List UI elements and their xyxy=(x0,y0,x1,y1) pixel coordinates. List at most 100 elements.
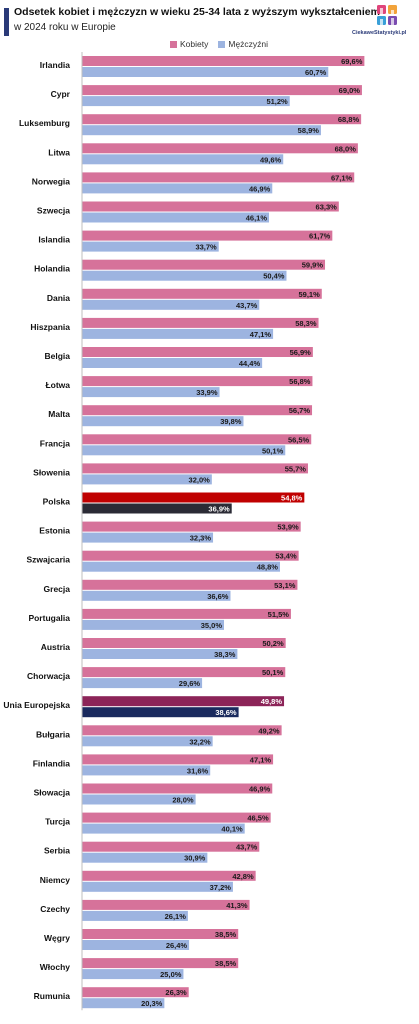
value-label-women: 54,8% xyxy=(281,494,303,503)
category-label: Portugalia xyxy=(28,613,70,623)
value-label-men: 25,0% xyxy=(160,970,182,979)
bar-men xyxy=(82,852,208,863)
value-label-men: 28,0% xyxy=(172,796,194,805)
bar-men xyxy=(82,736,213,747)
value-label-men: 30,9% xyxy=(184,854,206,863)
value-label-men: 47,1% xyxy=(250,330,272,339)
value-label-men: 46,9% xyxy=(249,184,271,193)
bar-women xyxy=(82,899,250,910)
value-label-women: 49,2% xyxy=(258,726,280,735)
title-accent-bar xyxy=(4,8,9,36)
bar-women xyxy=(82,56,365,66)
bar-men xyxy=(82,503,232,514)
value-label-men: 48,8% xyxy=(257,563,279,572)
bar-men xyxy=(82,445,286,456)
chart-title: Odsetek kobiet i mężczyzn w wieku 25-34 … xyxy=(14,6,380,18)
category-label: Szwecja xyxy=(37,206,70,216)
value-label-men: 26,1% xyxy=(165,912,187,921)
bar-women xyxy=(82,929,239,939)
value-label-men: 26,4% xyxy=(166,941,188,950)
value-label-men: 33,9% xyxy=(196,388,218,397)
value-label-men: 29,6% xyxy=(179,679,201,688)
value-label-men: 31,6% xyxy=(187,766,209,775)
bar-men xyxy=(82,678,203,689)
legend-item-women: Kobiety xyxy=(170,39,208,49)
bar-men xyxy=(82,969,184,980)
category-label: Estonia xyxy=(39,526,70,536)
category-label: Szwajcaria xyxy=(27,555,71,565)
legend-item-men: Mężczyźni xyxy=(218,39,268,49)
value-label-women: 47,1% xyxy=(250,755,272,764)
category-label: Turcja xyxy=(45,817,70,827)
bar-women xyxy=(82,143,358,154)
bar-men xyxy=(82,590,231,601)
bar-women xyxy=(82,259,326,270)
category-label: Luksemburg xyxy=(19,118,70,128)
bar-men xyxy=(82,823,245,834)
bar-women xyxy=(82,754,274,765)
value-label-women: 56,5% xyxy=(288,435,310,444)
value-label-women: 61,7% xyxy=(309,232,331,241)
value-label-women: 38,5% xyxy=(215,930,237,939)
category-label: Holandia xyxy=(34,264,70,274)
bar-women xyxy=(82,783,273,794)
site-logo-text: CiekaweStatystyki.pl xyxy=(352,30,407,36)
value-label-women: 26,3% xyxy=(165,988,187,997)
category-label: Belgia xyxy=(44,351,70,361)
chart-subtitle: w 2024 roku w Europie xyxy=(14,22,116,33)
value-label-men: 20,3% xyxy=(141,999,163,1008)
value-label-men: 38,6% xyxy=(215,708,237,717)
value-label-women: 56,7% xyxy=(289,406,311,415)
bar-women xyxy=(82,172,355,183)
value-label-women: 46,5% xyxy=(247,814,269,823)
bar-women xyxy=(82,667,286,678)
value-label-women: 49,8% xyxy=(261,697,283,706)
bar-women xyxy=(82,405,313,416)
bar-men xyxy=(82,154,284,165)
legend-label-women: Kobiety xyxy=(180,39,209,49)
category-label: Finlandia xyxy=(33,758,71,768)
value-label-women: 50,2% xyxy=(262,639,284,648)
value-label-men: 32,0% xyxy=(189,475,211,484)
category-label: Rumunia xyxy=(34,991,71,1001)
value-label-men: 60,7% xyxy=(305,68,327,77)
value-label-women: 69,0% xyxy=(339,86,361,95)
bar-women xyxy=(82,958,239,969)
value-label-women: 42,8% xyxy=(232,872,254,881)
bar-women xyxy=(82,521,301,532)
bar-women xyxy=(82,85,362,96)
value-label-women: 56,9% xyxy=(290,348,312,357)
category-label: Cypr xyxy=(51,89,71,99)
bar-men xyxy=(82,416,244,427)
value-label-men: 40,1% xyxy=(221,825,243,834)
category-label: Chorwacja xyxy=(27,671,70,681)
bar-women xyxy=(82,841,260,852)
bar-men xyxy=(82,910,188,921)
category-label: Słowacja xyxy=(34,788,71,798)
legend-swatch-men xyxy=(218,40,226,48)
category-label: Niemcy xyxy=(40,875,71,885)
value-label-women: 53,1% xyxy=(274,581,296,590)
bar-women xyxy=(82,317,319,328)
bar-men xyxy=(82,241,219,252)
value-label-women: 46,9% xyxy=(249,785,271,794)
category-label: Irlandia xyxy=(40,60,71,70)
bar-women xyxy=(82,987,189,998)
bar-women xyxy=(82,230,333,241)
value-label-women: 68,8% xyxy=(338,115,360,124)
category-label: Norwegia xyxy=(32,176,71,186)
bar-men xyxy=(82,212,270,223)
value-label-men: 58,9% xyxy=(298,126,320,135)
bar-men xyxy=(82,940,190,950)
bar-women xyxy=(82,870,256,881)
value-label-women: 56,8% xyxy=(289,377,311,386)
category-label: Słowenia xyxy=(33,467,70,477)
value-label-women: 69,6% xyxy=(341,57,363,66)
value-label-women: 53,4% xyxy=(275,552,297,561)
bar-women xyxy=(82,608,291,619)
value-label-men: 36,6% xyxy=(207,592,229,601)
bar-men xyxy=(82,881,233,892)
bar-women xyxy=(82,638,286,648)
category-label: Hiszpania xyxy=(30,322,70,332)
